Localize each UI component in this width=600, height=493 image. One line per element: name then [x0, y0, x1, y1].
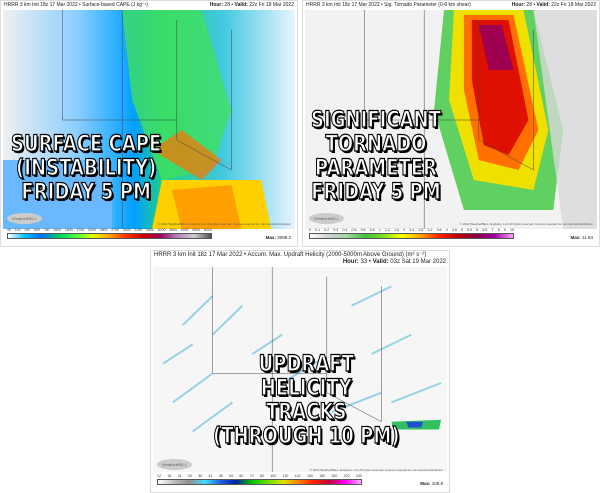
colorbar-tick: 4000	[157, 228, 166, 232]
colorbar-ticks: 12 18 24 30 36 42 48 54 60 70 80 100 120 140 160 180 200…	[157, 474, 362, 479]
cape-map	[3, 10, 295, 229]
map-header: HRRR 3 km Init 18z 17 Mar 2022 • Surface…	[4, 2, 294, 8]
stp-colorbar: 0 0.1 0.2 0.3 0.4 0.5 0.6 0.8 1 1.2 1.6 2 2.4 2.8 3.2 3…	[309, 228, 514, 242]
colorbar-tick: 4.5	[451, 228, 457, 232]
weatherbell-logo: WeatherBELL	[7, 213, 42, 224]
colorbar-tick: 1000	[53, 228, 62, 232]
map-header: HRRR 3 km Init 18z 17 Mar 2022 • Accum. …	[154, 252, 446, 265]
helicity-overlay-text: UPDRAFT HELICITY TRACKS (THROUGH 10 PM)	[213, 352, 401, 449]
max-value: Max: 3098.2	[265, 235, 291, 240]
colorbar-tick: 2	[403, 228, 406, 232]
weatherbell-logo: WeatherBELL	[309, 213, 344, 224]
colorbar-tick: 1750	[76, 228, 85, 232]
colorbar-tick: 2000	[88, 228, 96, 232]
colorbar-tick: 70	[249, 474, 254, 478]
colorbar-tick: 54	[229, 474, 233, 478]
colorbar-tick: 80	[259, 474, 264, 478]
colorbar-tick: 8	[497, 228, 500, 232]
colorbar-tick: 1	[378, 228, 381, 232]
colorbar-tick: 1.6	[394, 228, 399, 232]
colorbar-ticks: 40 100 250 500 750 1000 1500 1750 2000 2500 2750 30…	[7, 228, 212, 233]
colorbar-tick: 6.5	[482, 228, 488, 232]
colorbar-tick: 1.2	[385, 228, 390, 232]
copyright: © 2022 WeatherBELL Analytics, LLC All ri…	[309, 468, 443, 472]
colorbar-tick: 24	[177, 474, 182, 478]
colorbar-tick: 200	[331, 474, 338, 478]
colorbar-tick: 140	[294, 474, 301, 478]
colorbar-tick: 6	[476, 228, 479, 232]
colorbar-tick: 10	[510, 228, 514, 232]
colorbar-tick: 3250	[134, 228, 143, 232]
colorbar-tick: 4	[445, 228, 448, 232]
colorbar-tick: 750	[43, 228, 50, 232]
colorbar-tick: 0.3	[333, 228, 339, 232]
colorbar-tick: 0.4	[342, 228, 348, 232]
colorbar-ticks: 0 0.1 0.2 0.3 0.4 0.5 0.6 0.8 1 1.2 1.6 2 2.4 2.8 3.2 3…	[309, 228, 514, 233]
colorbar-tick: 3500	[146, 228, 154, 232]
colorbar-tick: 0.5	[351, 228, 357, 232]
colorbar-tick: 4500	[169, 228, 177, 232]
colorbar-tick: 100	[14, 228, 21, 232]
colorbar-tick: 3.6	[436, 228, 442, 232]
colorbar-tick: 0.6	[360, 228, 366, 232]
colorbar-tick: 6000	[203, 228, 212, 232]
colorbar-tick: 60	[239, 474, 244, 478]
colorbar-tick: 3000	[122, 228, 131, 232]
colorbar-tick: 40	[7, 228, 11, 232]
colorbar-tick: 5.5	[467, 228, 473, 232]
colorbar-tick: 2750	[111, 228, 120, 232]
colorbar-tick: 5	[461, 228, 463, 232]
colorbar-tick: 250	[24, 228, 31, 232]
colorbar-tick: 0.1	[315, 228, 321, 232]
colorbar-tick: 9	[503, 228, 506, 232]
surface-cape-panel: HRRR 3 km Init 18z 17 Mar 2022 • Surface…	[0, 0, 298, 247]
colorbar-tick: 5000	[180, 228, 189, 232]
colorbar-tick: 120	[282, 474, 289, 478]
colorbar-gradient	[309, 233, 514, 239]
stp-overlay-text: SIGNIFICANT TORNADO PARAMETER FRIDAY 5 PM	[311, 108, 442, 205]
colorbar-tick: 180	[319, 474, 326, 478]
colorbar-tick: 2500	[99, 228, 108, 232]
helicity-map	[153, 267, 447, 472]
copyright: © 2022 WeatherBELL Analytics, LLC All ri…	[157, 222, 291, 226]
tornado-parameter-panel: HRRR 3 km Init 18z 17 Mar 2022 • Sig. To…	[302, 0, 600, 247]
colorbar-tick: 30	[187, 474, 192, 478]
colorbar-tick: 12	[157, 474, 161, 478]
colorbar-tick: 500	[33, 228, 40, 232]
colorbar-tick: 160	[306, 474, 313, 478]
colorbar-tick: 0.2	[324, 228, 330, 232]
map-header: HRRR 3 km Init 18z 17 Mar 2022 • Sig. To…	[306, 2, 596, 8]
colorbar-gradient	[157, 479, 362, 485]
colorbar-gradient	[7, 233, 212, 239]
colorbar-tick: 5500	[192, 228, 201, 232]
colorbar-tick: 7	[491, 228, 494, 232]
colorbar-tick: 42	[208, 474, 213, 478]
max-value: Max: 11.84	[570, 235, 593, 240]
updraft-helicity-panel: HRRR 3 km Init 18z 17 Mar 2022 • Accum. …	[150, 250, 450, 493]
max-value: Max: 109.8	[420, 481, 443, 486]
colorbar-tick: 36	[198, 474, 203, 478]
colorbar-tick: 1500	[64, 228, 73, 232]
colorbar-tick: 0.8	[369, 228, 375, 232]
weatherbell-logo: WeatherBELL	[157, 459, 192, 470]
colorbar-tick: 2.4	[409, 228, 415, 232]
colorbar-tick: 2.8	[418, 228, 424, 232]
helicity-colorbar: 12 18 24 30 36 42 48 54 60 70 80 100 120 140 160 180 200…	[157, 474, 362, 488]
cape-overlay-text: SURFACE CAPE (INSTABILITY) FRIDAY 5 PM	[11, 132, 162, 205]
colorbar-tick: 18	[167, 474, 172, 478]
stp-map	[305, 10, 597, 229]
colorbar-tick: 3.2	[427, 228, 433, 232]
colorbar-tick: 0	[309, 228, 311, 232]
colorbar-tick: 220	[343, 474, 350, 478]
cape-colorbar: 40 100 250 500 750 1000 1500 1750 2000 2500 2750 30…	[7, 228, 212, 242]
colorbar-tick: 240	[355, 474, 362, 478]
colorbar-tick: 100	[270, 474, 277, 478]
copyright: © 2022 WeatherBELL Analytics, LLC All ri…	[459, 222, 593, 226]
colorbar-tick: 48	[218, 474, 223, 478]
